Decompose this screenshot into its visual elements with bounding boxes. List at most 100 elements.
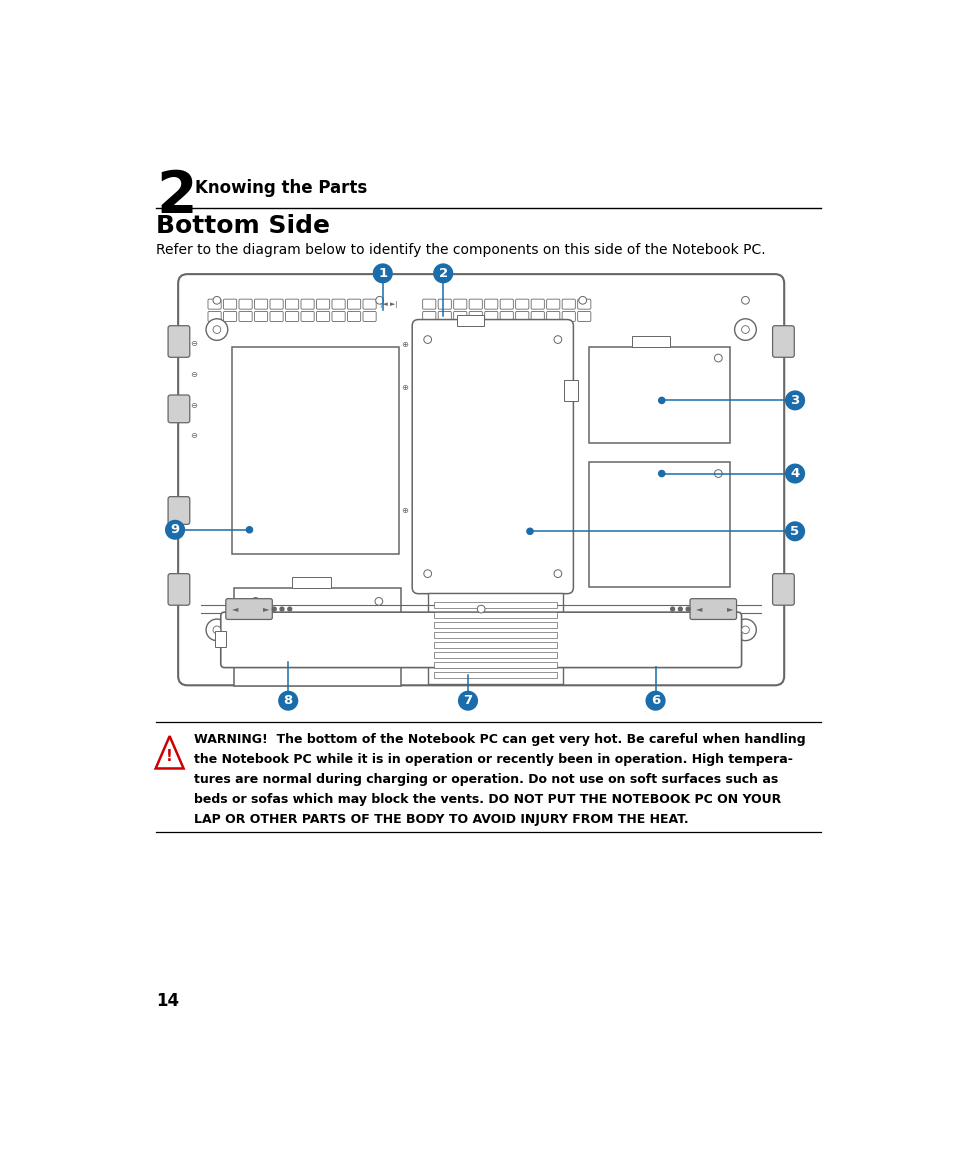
Bar: [588, 462, 729, 587]
Text: Bottom Side: Bottom Side: [156, 214, 330, 238]
Text: ⊖: ⊖: [190, 338, 197, 348]
FancyBboxPatch shape: [561, 299, 575, 310]
Circle shape: [658, 470, 664, 477]
FancyBboxPatch shape: [332, 312, 345, 321]
FancyBboxPatch shape: [347, 299, 360, 310]
FancyBboxPatch shape: [168, 574, 190, 605]
FancyBboxPatch shape: [546, 312, 559, 321]
Text: ◄: ◄: [232, 604, 238, 613]
Text: LAP OR OTHER PARTS OF THE BODY TO AVOID INJURY FROM THE HEAT.: LAP OR OTHER PARTS OF THE BODY TO AVOID …: [193, 813, 687, 826]
Text: ►: ►: [262, 604, 269, 613]
FancyBboxPatch shape: [254, 312, 268, 321]
Circle shape: [740, 326, 748, 334]
Text: 14: 14: [156, 992, 179, 1009]
Bar: [434, 653, 557, 658]
Text: 8: 8: [283, 694, 293, 707]
Bar: [434, 642, 557, 648]
Text: tures are normal during charging or operation. Do not use on soft surfaces such : tures are normal during charging or oper…: [193, 773, 777, 787]
Circle shape: [685, 608, 689, 611]
FancyBboxPatch shape: [437, 299, 451, 310]
Circle shape: [658, 397, 664, 403]
Circle shape: [784, 390, 804, 410]
Bar: [434, 623, 557, 628]
Circle shape: [784, 463, 804, 484]
Circle shape: [554, 336, 561, 343]
FancyBboxPatch shape: [178, 274, 783, 685]
Circle shape: [734, 319, 756, 341]
Bar: [456, 315, 484, 326]
Circle shape: [433, 263, 453, 283]
Circle shape: [206, 319, 228, 341]
Circle shape: [373, 263, 393, 283]
Text: !: !: [166, 748, 172, 763]
FancyBboxPatch shape: [239, 299, 252, 310]
Text: |◄ ►|: |◄ ►|: [379, 301, 397, 308]
Text: 4: 4: [790, 467, 799, 480]
Circle shape: [645, 691, 665, 710]
Bar: [631, 336, 670, 346]
Text: the Notebook PC while it is in operation or recently been in operation. High tem: the Notebook PC while it is in operation…: [193, 753, 792, 766]
Text: 3: 3: [790, 394, 799, 407]
FancyBboxPatch shape: [469, 299, 482, 310]
FancyBboxPatch shape: [223, 312, 236, 321]
Circle shape: [423, 336, 431, 343]
FancyBboxPatch shape: [412, 320, 573, 594]
Bar: [434, 662, 557, 669]
Bar: [233, 346, 398, 554]
FancyBboxPatch shape: [578, 312, 590, 321]
Text: Refer to the diagram below to identify the components on this side of the Notebo: Refer to the diagram below to identify t…: [156, 244, 765, 258]
Circle shape: [734, 619, 756, 641]
Circle shape: [252, 597, 259, 605]
Text: Knowing the Parts: Knowing the Parts: [195, 179, 367, 196]
FancyBboxPatch shape: [499, 312, 513, 321]
Circle shape: [272, 608, 276, 611]
FancyBboxPatch shape: [469, 312, 482, 321]
Circle shape: [246, 527, 253, 532]
FancyBboxPatch shape: [223, 299, 236, 310]
Circle shape: [714, 355, 721, 362]
Bar: [233, 588, 400, 686]
FancyBboxPatch shape: [285, 299, 298, 310]
FancyBboxPatch shape: [516, 312, 528, 321]
FancyBboxPatch shape: [254, 299, 268, 310]
FancyBboxPatch shape: [772, 326, 794, 357]
Text: 1: 1: [377, 267, 387, 280]
Circle shape: [375, 597, 382, 605]
Bar: [434, 632, 557, 639]
FancyBboxPatch shape: [484, 299, 497, 310]
Text: ⊕: ⊕: [400, 382, 408, 392]
Circle shape: [714, 470, 721, 477]
Text: ⊖: ⊖: [190, 431, 197, 440]
Circle shape: [423, 569, 431, 578]
Bar: [434, 602, 557, 609]
FancyBboxPatch shape: [208, 312, 221, 321]
FancyBboxPatch shape: [362, 299, 375, 310]
FancyBboxPatch shape: [578, 299, 590, 310]
Circle shape: [670, 608, 674, 611]
Bar: [427, 593, 562, 684]
Circle shape: [278, 691, 298, 710]
Text: ⊖: ⊖: [190, 401, 197, 410]
FancyBboxPatch shape: [689, 598, 736, 619]
Text: 2: 2: [156, 167, 197, 225]
FancyBboxPatch shape: [347, 312, 360, 321]
Circle shape: [526, 528, 533, 535]
FancyBboxPatch shape: [316, 312, 330, 321]
Circle shape: [206, 619, 228, 641]
FancyBboxPatch shape: [531, 312, 544, 321]
FancyBboxPatch shape: [531, 299, 544, 310]
FancyBboxPatch shape: [561, 312, 575, 321]
Text: ⊕: ⊕: [400, 506, 408, 515]
Circle shape: [280, 608, 284, 611]
Circle shape: [375, 297, 383, 304]
Circle shape: [213, 297, 220, 304]
Circle shape: [457, 691, 477, 710]
FancyBboxPatch shape: [484, 312, 497, 321]
FancyBboxPatch shape: [168, 395, 190, 423]
Circle shape: [288, 608, 292, 611]
FancyBboxPatch shape: [270, 312, 283, 321]
Text: 2: 2: [438, 267, 447, 280]
FancyBboxPatch shape: [220, 612, 740, 668]
FancyBboxPatch shape: [239, 312, 252, 321]
FancyBboxPatch shape: [772, 574, 794, 605]
